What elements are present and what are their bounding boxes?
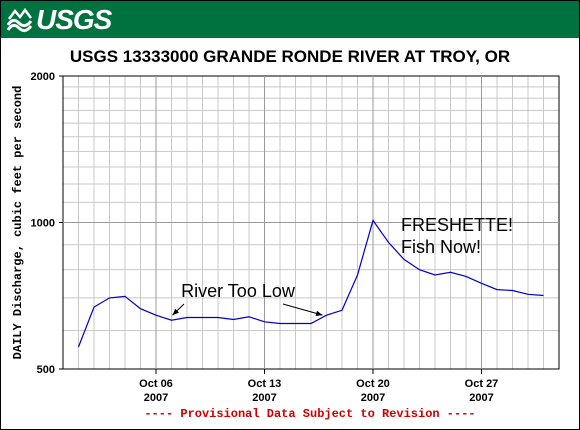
x-tick-label: Oct 20	[356, 378, 390, 390]
x-tick-year-label: 2007	[144, 392, 168, 404]
annotation-arrow-left	[172, 303, 185, 316]
river-too-low-annotation: River Too Low	[181, 281, 296, 301]
discharge-chart: USGS 13333000 GRANDE RONDE RIVER AT TROY…	[11, 47, 560, 421]
usgs-logo: USGS	[7, 3, 112, 36]
x-tick-label: Oct 27	[465, 378, 499, 390]
discharge-line	[77, 219, 544, 348]
freshette-annotation: FRESHETTE!	[401, 215, 513, 235]
x-axis: Oct 06 2007 Oct 13 2007 Oct 20 2007 Oct 27 2007	[139, 76, 498, 404]
usgs-banner: USGS	[1, 1, 579, 38]
x-tick-year-label: 2007	[469, 392, 493, 404]
x-tick-label: Oct 13	[248, 378, 282, 390]
y-axis: 500 1000 2000	[31, 71, 559, 376]
chart-annotations: River Too Low FRESHETTE!Fish Now!	[172, 215, 513, 317]
y-tick-label: 500	[37, 364, 55, 376]
x-tick-year-label: 2007	[252, 392, 276, 404]
provisional-data-note: ---- Provisional Data Subject to Revisio…	[144, 407, 475, 421]
y-axis-label: DAILY Discharge, cubic feet per second	[11, 86, 25, 360]
chart-title: USGS 13333000 GRANDE RONDE RIVER AT TROY…	[70, 47, 510, 66]
y-tick-label: 1000	[31, 218, 55, 230]
fish-now-annotation: Fish Now!	[401, 237, 481, 257]
x-tick-label: Oct 06	[139, 378, 173, 390]
usgs-logo-mark	[7, 7, 33, 32]
discharge-series	[77, 219, 544, 348]
annotation-arrow-right	[282, 303, 323, 317]
usgs-logo-text: USGS	[36, 3, 112, 35]
x-tick-year-label: 2007	[361, 392, 385, 404]
y-tick-label: 2000	[31, 71, 55, 83]
